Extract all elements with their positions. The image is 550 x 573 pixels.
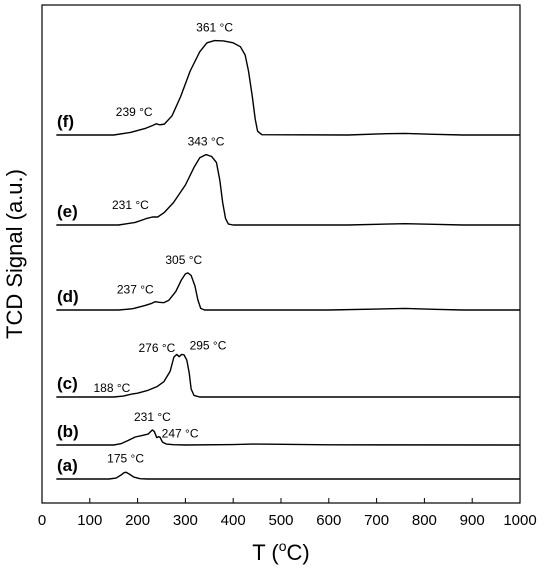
- peak-annotation: 231 °C: [112, 198, 149, 212]
- x-axis-label: T (oC): [252, 538, 310, 565]
- series-line-a: [56, 471, 520, 480]
- x-tick-label: 400: [221, 512, 246, 529]
- series-label-a: (a): [57, 456, 78, 475]
- x-axis-label-unit: C): [287, 540, 310, 565]
- x-tick-label: 0: [38, 512, 46, 529]
- y-axis-label: TCD Signal (a.u.): [2, 169, 27, 339]
- peak-annotation: 247 °C: [162, 426, 199, 440]
- series-line-c: [56, 353, 520, 398]
- series-label-c: (c): [57, 374, 78, 393]
- plot-frame: [41, 4, 521, 504]
- peak-annotation: 361 °C: [196, 21, 233, 35]
- x-tick-label: 100: [77, 512, 102, 529]
- peak-annotation: 175 °C: [107, 451, 144, 465]
- peak-annotation: 276 °C: [138, 341, 175, 355]
- peak-annotation: 237 °C: [117, 283, 154, 297]
- series-label-f: (f): [57, 112, 74, 131]
- curve-labels: (a) (b) (c) (d) (e) (f): [57, 112, 79, 475]
- x-tick-label: 1000: [503, 512, 536, 529]
- series-line-e: [56, 153, 520, 226]
- peak-annotation: 343 °C: [188, 135, 225, 149]
- peak-annotation: 295 °C: [190, 339, 227, 353]
- x-tick-label: 800: [412, 512, 437, 529]
- peak-annotation: 239 °C: [116, 105, 153, 119]
- x-tick-label: 900: [460, 512, 485, 529]
- x-tick-label: 500: [268, 512, 293, 529]
- plot-border: [41, 4, 521, 504]
- peak-annotation: 305 °C: [165, 253, 202, 267]
- peak-annotation: 231 °C: [134, 410, 171, 424]
- x-tick-label: 700: [364, 512, 389, 529]
- x-axis-ticks: 0 100 200 300 400 500 600 700 800 900 1000: [38, 498, 537, 529]
- x-axis-label-main: T (: [252, 540, 279, 565]
- x-tick-label: 300: [173, 512, 198, 529]
- peak-annotation: 188 °C: [93, 381, 130, 395]
- x-tick-label: 600: [316, 512, 341, 529]
- series-line-d: [56, 272, 520, 311]
- series-label-b: (b): [57, 422, 79, 441]
- annotations: 175 °C 231 °C 247 °C 188 °C 276 °C 295 °C 237 …: [93, 21, 233, 466]
- series-line-b: [56, 429, 521, 446]
- series-line-f: [56, 39, 520, 136]
- x-tick-label: 200: [125, 512, 150, 529]
- x-axis-label-sup: o: [279, 538, 287, 554]
- series-label-d: (d): [57, 287, 79, 306]
- series-label-e: (e): [57, 202, 78, 221]
- curves: [56, 39, 521, 480]
